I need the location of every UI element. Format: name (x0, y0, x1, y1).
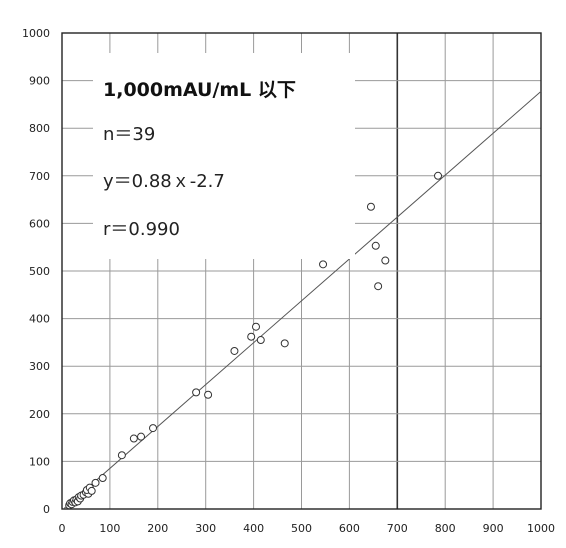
x-tick-label: 100 (99, 522, 120, 535)
y-tick-label: 300 (29, 360, 50, 373)
data-point (117, 451, 126, 460)
data-point (251, 322, 260, 331)
y-tick-label: 500 (29, 265, 50, 278)
data-point (256, 336, 265, 345)
x-tick-label: 900 (483, 522, 504, 535)
x-tick-label: 300 (195, 522, 216, 535)
annotation-n: n＝39 (103, 124, 155, 145)
data-point (137, 432, 146, 441)
plot-border (61, 32, 542, 510)
y-tick-label: 200 (29, 408, 50, 421)
x-tick-label: 800 (435, 522, 456, 535)
tick-labels: 0 100 200 300 400 500 600 700 800 900 1000 0 100 200 3… (22, 27, 555, 535)
data-points (65, 171, 443, 510)
x-tick-label: 0 (59, 522, 66, 535)
annotation-title: 1,000mAU/mL 以下 (103, 79, 296, 101)
x-tick-label: 1000 (527, 522, 555, 535)
annotation-panel: 1,000mAU/mL 以下 n＝39 y＝0.88ｘ-2.7 r＝0.990 (103, 79, 296, 240)
x-tick-label: 500 (291, 522, 312, 535)
y-tick-label: 400 (29, 313, 50, 326)
y-tick-label: 600 (29, 217, 50, 230)
data-point (98, 474, 107, 483)
data-point (192, 388, 201, 397)
y-tick-label: 800 (29, 122, 50, 135)
data-point (230, 346, 239, 355)
y-tick-label: 100 (29, 455, 50, 468)
x-tick-label: 400 (243, 522, 264, 535)
data-point (434, 171, 443, 180)
annotation-box (93, 53, 355, 259)
x-tick-label: 600 (339, 522, 360, 535)
y-tick-label: 900 (29, 75, 50, 88)
data-point (381, 256, 390, 265)
data-point (280, 339, 289, 348)
x-tick-label: 200 (147, 522, 168, 535)
data-point (87, 486, 96, 495)
data-point (366, 202, 375, 211)
data-point (319, 260, 328, 269)
x-tick-label: 700 (387, 522, 408, 535)
y-tick-label: 1000 (22, 27, 50, 40)
annotation-equation: y＝0.88ｘ-2.7 (103, 171, 225, 192)
data-point (149, 424, 158, 433)
data-point (247, 332, 256, 341)
annotation-r: r＝0.990 (103, 219, 180, 240)
data-point (204, 390, 213, 399)
y-tick-label: 700 (29, 170, 50, 183)
data-point (374, 282, 383, 291)
y-tick-label: 0 (43, 503, 50, 516)
plot-frame (61, 32, 542, 510)
data-point (129, 434, 138, 443)
data-point (91, 478, 100, 487)
data-point (371, 241, 380, 250)
